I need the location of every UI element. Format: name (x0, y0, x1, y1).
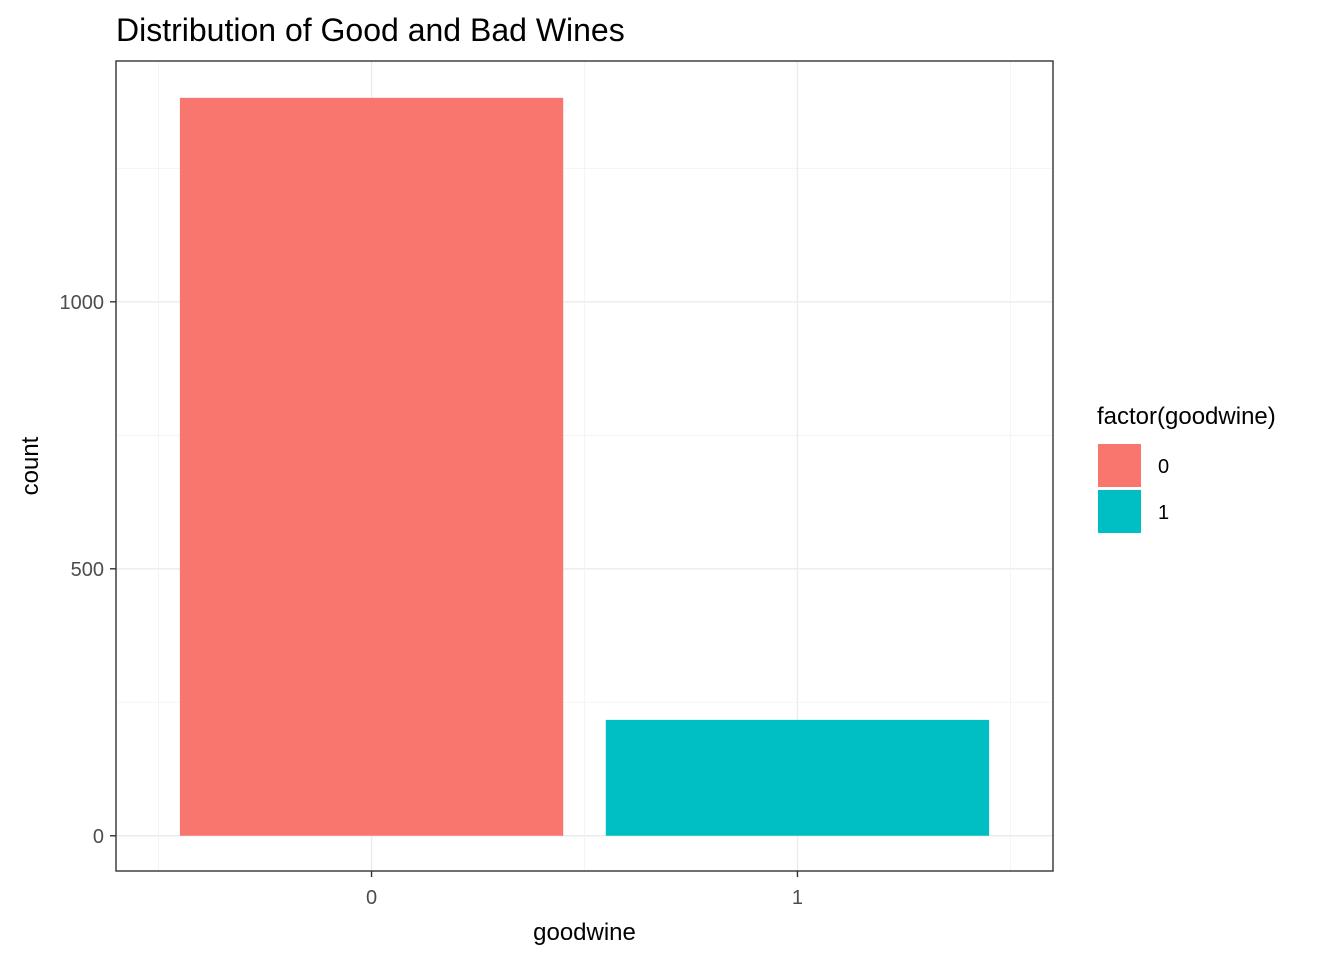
x-axis-title: goodwine (533, 919, 636, 946)
y-tick-label: 500 (71, 559, 104, 581)
y-tick-label: 1000 (60, 292, 105, 314)
x-tick-label: 0 (366, 887, 377, 909)
chart-title: Distribution of Good and Bad Wines (116, 12, 625, 48)
y-axis-ticks: 0 500 1000 (60, 292, 116, 848)
y-tick-label: 0 (93, 826, 104, 848)
legend-key-1 (1098, 490, 1141, 533)
panel-border (115, 60, 1054, 872)
x-tick-label: 1 (792, 887, 803, 909)
y-axis-title: count (17, 436, 44, 495)
legend-label-0: 0 (1158, 456, 1169, 478)
bars (179, 97, 990, 836)
legend-items: 01 (1098, 444, 1169, 533)
bar-1 (605, 719, 990, 836)
bar-0 (179, 97, 564, 836)
legend-key-0 (1098, 444, 1141, 487)
legend-title: factor(goodwine) (1097, 403, 1276, 430)
legend-label-1: 1 (1158, 502, 1169, 524)
legend: factor(goodwine) 01 (1097, 403, 1276, 533)
